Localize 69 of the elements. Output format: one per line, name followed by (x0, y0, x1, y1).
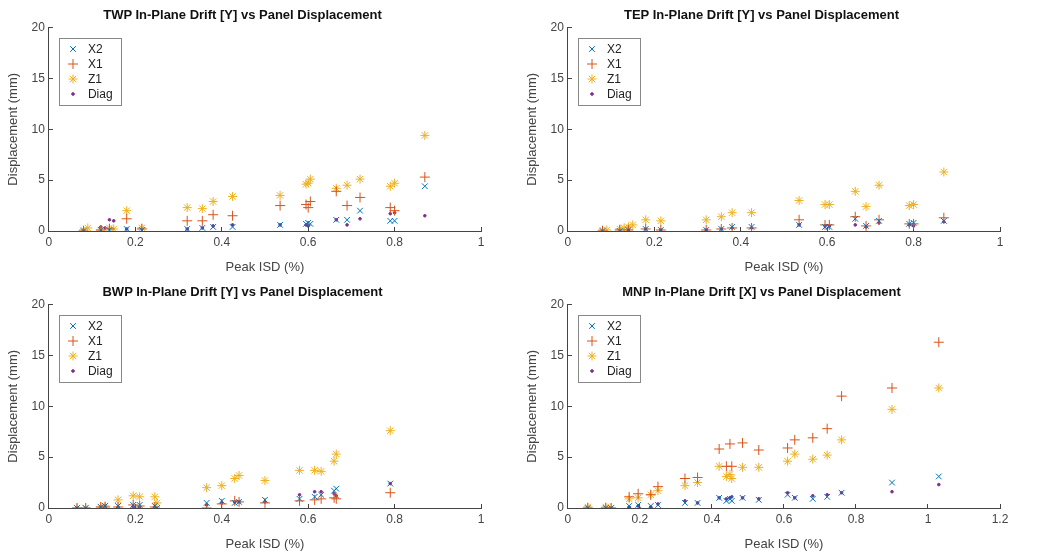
y-tick-label: 5 (557, 172, 565, 187)
x-tick-label: 1 (477, 511, 485, 526)
x-tick-label: 0.4 (732, 234, 750, 249)
x-tick-label: 0.2 (631, 511, 649, 526)
legend-label: X2 (606, 41, 622, 57)
legend-label: Z1 (87, 71, 102, 87)
x-tick-label: 0.8 (905, 234, 923, 249)
y-tick-label: 20 (550, 19, 565, 34)
x-tick-label: 0.4 (213, 511, 231, 526)
chart-title: BWP In-Plane Drift [Y] vs Panel Displacement (102, 284, 384, 300)
y-tick-label: 15 (31, 70, 46, 85)
x-tick-label: 0.2 (127, 511, 145, 526)
y-tick-label: 20 (550, 296, 565, 311)
x-tick-label: 0.6 (299, 511, 317, 526)
x-tick-label: 1.2 (991, 511, 1009, 526)
x-tick-label: 0.2 (127, 234, 145, 249)
y-axis-title: Displacement (mm) (5, 349, 21, 463)
y-axis-title: Displacement (mm) (524, 349, 540, 463)
y-tick-label: 0 (557, 223, 565, 238)
legend-label: Diag (606, 86, 632, 102)
y-tick-label: 0 (38, 223, 46, 238)
legend-label: Z1 (87, 348, 102, 364)
legend-label: X2 (87, 41, 103, 57)
y-tick-label: 10 (31, 121, 46, 136)
chart-title: MNP In-Plane Drift [X] vs Panel Displacement (622, 284, 902, 300)
legend-label: X2 (606, 318, 622, 334)
x-axis-title: Peak ISD (%) (225, 258, 305, 274)
x-tick-label: 1 (477, 234, 485, 249)
chart-title: TEP In-Plane Drift [Y] vs Panel Displacement (623, 7, 900, 23)
x-tick-label: 0.6 (299, 234, 317, 249)
y-axis-title: Displacement (mm) (524, 72, 540, 186)
x-tick-label: 0.6 (818, 234, 836, 249)
y-tick-label: 5 (38, 172, 46, 187)
y-tick-label: 20 (31, 19, 46, 34)
legend-label: Diag (87, 363, 113, 379)
y-tick-label: 10 (550, 121, 565, 136)
y-tick-label: 10 (550, 398, 565, 413)
legend-label: X2 (87, 318, 103, 334)
x-axis-title: Peak ISD (%) (225, 535, 305, 551)
y-tick-label: 10 (31, 398, 46, 413)
x-tick-label: 1 (996, 234, 1004, 249)
y-tick-label: 20 (31, 296, 46, 311)
x-tick-label: 0.8 (386, 511, 404, 526)
x-axis-title: Peak ISD (%) (744, 535, 824, 551)
y-axis-title: Displacement (mm) (5, 72, 21, 186)
x-tick-label: 0.6 (775, 511, 793, 526)
legend-label: X1 (87, 333, 103, 349)
y-tick-label: 0 (557, 500, 565, 515)
legend-label: X1 (606, 56, 622, 72)
x-tick-label: 1 (924, 511, 932, 526)
legend-label: Z1 (606, 71, 621, 87)
x-tick-label: 0.4 (213, 234, 231, 249)
legend-label: X1 (606, 333, 622, 349)
x-axis-title: Peak ISD (%) (744, 258, 824, 274)
x-tick-label: 0.8 (847, 511, 865, 526)
y-tick-label: 15 (550, 70, 565, 85)
chart-title: TWP In-Plane Drift [Y] vs Panel Displacement (103, 7, 383, 23)
legend-label: Z1 (606, 348, 621, 364)
x-tick-label: 0.8 (386, 234, 404, 249)
y-tick-label: 15 (550, 347, 565, 362)
y-tick-label: 5 (557, 449, 565, 464)
y-tick-label: 5 (38, 449, 46, 464)
y-tick-label: 0 (38, 500, 46, 515)
legend-label: Diag (87, 86, 113, 102)
legend-label: Diag (606, 363, 632, 379)
x-tick-label: 0.2 (646, 234, 664, 249)
legend-label: X1 (87, 56, 103, 72)
x-tick-label: 0.4 (703, 511, 721, 526)
y-tick-label: 15 (31, 347, 46, 362)
